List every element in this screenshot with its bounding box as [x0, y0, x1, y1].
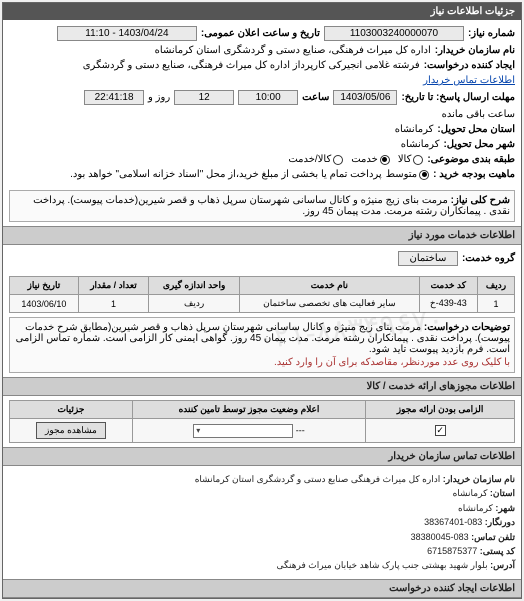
deadline-label: مهلت ارسال پاسخ: تا تاریخ:	[401, 92, 515, 103]
need-info-block: شماره نیاز: 1103003240000070 تاریخ و ساع…	[3, 20, 521, 186]
col-row: ردیف	[477, 277, 514, 295]
request-notes-box: توضیحات درخواست: مرمت بنای زیج منیژه و ک…	[9, 317, 515, 373]
main-panel: جزئیات اطلاعات نیاز شماره نیاز: 11030032…	[2, 2, 522, 599]
purchase-hint: با کلیک روی عدد موردنظر، مقاصدکه برای آن…	[14, 357, 510, 368]
mandatory-checkbox[interactable]	[435, 425, 446, 436]
radio-goods-label: کالا	[398, 154, 412, 165]
budget-type-label: طبقه بندی موضوعی:	[427, 154, 515, 165]
radio-goods-service[interactable]: کالا/خدمت	[288, 154, 343, 165]
province-label: استان محل تحویل:	[437, 124, 515, 135]
c-phone: 083-38380045	[411, 532, 469, 542]
perm-status-cell: ---	[132, 419, 365, 443]
requester-label: ایجاد کننده درخواست:	[424, 60, 515, 71]
table-row: 1 439-43-خ سایر فعالیت های تخصصی ساختمان…	[10, 295, 515, 313]
service-group-label: گروه خدمت:	[462, 253, 515, 264]
cell-row: 1	[477, 295, 514, 313]
permits-section-header: اطلاعات مجوزهای ارائه خدمت / کالا	[3, 377, 521, 396]
c-city-label: شهر:	[495, 503, 515, 513]
view-permit-button[interactable]: مشاهده مجوز	[36, 422, 106, 439]
radio-goods-service-label: کالا/خدمت	[288, 154, 331, 165]
need-description-box: شرح کلی نیاز: مرمت بنای زیج منیژه و کانا…	[9, 190, 515, 222]
c-address: بلوار شهید بهشتی جنب پارک شاهد خیابان می…	[277, 560, 488, 570]
desc-text: مرمت بنای زیج منیژه و کانال ساسانی شهرست…	[33, 195, 510, 217]
city-label: شهر محل تحویل:	[443, 139, 515, 150]
panel-title: جزئیات اطلاعات نیاز	[3, 3, 521, 20]
c-postal: 6715875377	[427, 546, 477, 556]
col-qty: تعداد / مقدار	[78, 277, 149, 295]
perm-mandatory-cell	[366, 419, 515, 443]
service-group-value: ساختمان	[398, 251, 458, 266]
budget-nature-label: ماهیت بودجه خرید :	[433, 169, 515, 180]
c-address-label: آدرس:	[490, 560, 515, 570]
city-value: کرمانشاه	[401, 139, 440, 150]
perm-col-status: اعلام وضعیت مجوز توسط تامین کننده	[132, 401, 365, 419]
c-phone-label: تلفن تماس:	[471, 532, 515, 542]
contact-section-header: اطلاعات تماس سازمان خریدار	[3, 447, 521, 466]
remain-days: 12	[174, 90, 234, 105]
announce-label: تاریخ و ساعت اعلان عمومی:	[201, 28, 320, 39]
perm-details-cell: مشاهده مجوز	[10, 419, 133, 443]
cell-date: 1403/06/10	[10, 295, 79, 313]
col-code: کد خدمت	[419, 277, 477, 295]
cell-code: 439-43-خ	[419, 295, 477, 313]
col-name: نام خدمت	[239, 277, 419, 295]
c-postal-label: کد پستی:	[480, 546, 515, 556]
status-placeholder: ---	[296, 425, 305, 435]
buyer-contact-link[interactable]: اطلاعات تماس خریدار	[423, 75, 515, 86]
table-row: --- مشاهده مجوز	[10, 419, 515, 443]
services-table: ردیف کد خدمت نام خدمت واحد اندازه گیری ت…	[9, 276, 515, 313]
col-date: تاریخ نیاز	[10, 277, 79, 295]
cell-unit: ردیف	[149, 295, 240, 313]
c-org-label: نام سازمان خریدار:	[443, 474, 515, 484]
cell-name: سایر فعالیت های تخصصی ساختمان	[239, 295, 419, 313]
action-bar: اطلاعات ایجاد کننده درخواست	[3, 579, 521, 598]
status-dropdown[interactable]	[193, 424, 293, 438]
radio-service-label: خدمت	[351, 154, 378, 165]
deadline-date: 1403/05/06	[333, 90, 397, 105]
c-province-label: استان:	[490, 488, 515, 498]
c-org: اداره کل میراث فرهنگی صنایع دستی و گردشگ…	[195, 474, 441, 484]
contact-block: نام سازمان خریدار: اداره کل میراث فرهنگی…	[3, 466, 521, 579]
province-value: کرمانشاه	[395, 124, 434, 135]
services-section-header: اطلاعات خدمات مورد نیاز	[3, 226, 521, 245]
buyer-org: اداره کل میراث فرهنگی، صنایع دستی و گردش…	[155, 45, 431, 56]
c-city: کرمانشاه	[458, 503, 493, 513]
deadline-time: 10:00	[238, 90, 298, 105]
radio-service[interactable]: خدمت	[351, 154, 390, 165]
radio-medium-label: متوسط	[386, 169, 417, 180]
need-number-label: شماره نیاز:	[468, 28, 515, 39]
perm-col-mandatory: الزامی بودن ارائه مجوز	[366, 401, 515, 419]
deadline-time-label: ساعت	[302, 92, 329, 103]
c-fax-label: دورنگار:	[485, 517, 515, 527]
cell-qty: 1	[78, 295, 149, 313]
perm-col-details: جزئیات	[10, 401, 133, 419]
requester: فرشته غلامی انجیرکی کارپرداز اداره کل می…	[83, 60, 420, 71]
buyer-org-label: نام سازمان خریدار:	[435, 45, 515, 56]
col-unit: واحد اندازه گیری	[149, 277, 240, 295]
budget-type-group: کالا خدمت کالا/خدمت	[288, 154, 423, 165]
desc-label: شرح کلی نیاز:	[451, 195, 510, 206]
budget-note: پرداخت تمام یا بخشی از مبلغ خرید،از محل …	[70, 169, 382, 180]
remain-time: 22:41:18	[84, 90, 144, 105]
radio-medium[interactable]: متوسط	[386, 169, 429, 180]
announce-value: 1403/04/24 - 11:10	[57, 26, 197, 41]
radio-goods[interactable]: کالا	[398, 154, 424, 165]
need-number: 1103003240000070	[324, 26, 464, 41]
remain-days-label: روز و	[148, 92, 170, 103]
req-notes-label: توضیحات درخواست:	[424, 322, 510, 333]
c-fax: 083-38367401	[424, 517, 482, 527]
remain-time-label: ساعت باقی مانده	[442, 109, 515, 120]
c-province: کرمانشاه	[453, 488, 488, 498]
permits-table: الزامی بودن ارائه مجوز اعلام وضعیت مجوز …	[9, 400, 515, 443]
